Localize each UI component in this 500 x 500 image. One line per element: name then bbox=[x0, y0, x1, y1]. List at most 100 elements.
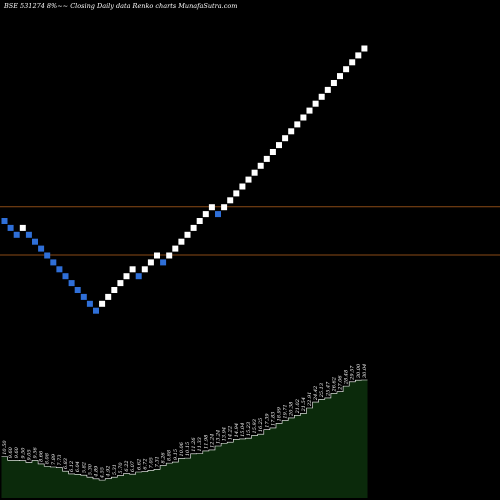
renko-brick-up bbox=[294, 121, 301, 128]
renko-brick-up bbox=[221, 204, 228, 211]
volume-label: 9.60 bbox=[14, 446, 20, 458]
volume-label: 13.94 bbox=[222, 427, 228, 441]
renko-brick-up bbox=[129, 266, 136, 273]
renko-brick-up bbox=[190, 224, 197, 231]
renko-brick-up bbox=[172, 245, 179, 252]
volume-area bbox=[1, 379, 368, 498]
volume-label: 8.26 bbox=[161, 452, 167, 464]
volume-label: 18.99 bbox=[277, 406, 283, 421]
volume-label: 9.15 bbox=[173, 449, 179, 460]
volume-label: 25.47 bbox=[325, 381, 331, 397]
renko-brick-up bbox=[300, 114, 307, 121]
volume-label: 8.66 bbox=[39, 450, 45, 462]
volume-label: 20.38 bbox=[289, 402, 295, 417]
renko-brick-up bbox=[324, 86, 331, 93]
renko-brick-down bbox=[56, 266, 63, 273]
renko-brick-down bbox=[93, 307, 99, 314]
volume-label: 27.06 bbox=[338, 375, 344, 391]
renko-brick-down bbox=[38, 245, 45, 252]
renko-brick-up bbox=[184, 231, 191, 238]
volume-label: 5.31 bbox=[112, 464, 118, 475]
renko-brick-up bbox=[117, 280, 124, 287]
volume-label: 28.48 bbox=[344, 370, 350, 385]
renko-brick-down bbox=[7, 224, 14, 231]
volume-label: 8.08 bbox=[45, 453, 51, 464]
volume-label: 6.04 bbox=[75, 461, 81, 472]
renko-brick-down bbox=[13, 231, 20, 238]
volume-label: 6.22 bbox=[124, 460, 130, 471]
volume-label: 10.06 bbox=[179, 441, 185, 456]
renko-brick-up bbox=[227, 197, 234, 204]
volume-label: 17.39 bbox=[264, 413, 270, 428]
volume-label: 9.50 bbox=[20, 447, 26, 459]
volume-label: 13.24 bbox=[216, 430, 222, 444]
renko-brick-up bbox=[257, 162, 264, 169]
renko-brick-up bbox=[330, 80, 337, 86]
volume-label: 30.04 bbox=[362, 364, 368, 378]
renko-brick-up bbox=[239, 183, 246, 190]
renko-brick-up bbox=[251, 169, 258, 176]
renko-brick-down bbox=[68, 280, 75, 287]
renko-brick-up bbox=[19, 224, 26, 231]
volume-label: 6.12 bbox=[69, 461, 75, 472]
renko-brick-up bbox=[343, 66, 350, 73]
volume-label: 6.83 bbox=[63, 458, 69, 469]
volume-label: 6.72 bbox=[142, 458, 148, 469]
volume-label: 24.42 bbox=[313, 386, 319, 401]
volume-label: 29.57 bbox=[350, 365, 356, 381]
volume-labels: 10.50 9.60 9.60 9.50 9.05 9.56 8.66 8.08 7.89 7.7… bbox=[2, 363, 368, 479]
renko-brick-up bbox=[263, 155, 270, 162]
volume-label: 9.05 bbox=[26, 449, 32, 460]
renko-brick-up bbox=[318, 93, 325, 100]
volume-label: 11.26 bbox=[191, 437, 197, 452]
renko-brick-up bbox=[349, 59, 356, 66]
volume-label: 25.13 bbox=[319, 383, 325, 398]
renko-brick-up bbox=[337, 73, 343, 80]
volume-label: 14.22 bbox=[228, 426, 234, 440]
volume-label: 12.24 bbox=[209, 434, 215, 448]
volume-label: 11.33 bbox=[197, 437, 203, 451]
renko-brick-down bbox=[25, 231, 32, 238]
volume-label: 4.89 bbox=[94, 465, 100, 478]
renko-brick-up bbox=[282, 135, 289, 142]
volume-label: 15.23 bbox=[246, 422, 252, 436]
renko-brick-up bbox=[141, 266, 148, 273]
renko-brick-down bbox=[50, 259, 57, 266]
volume-label: 7.05 bbox=[148, 457, 154, 468]
renko-brick-up bbox=[99, 300, 106, 307]
volume-line bbox=[1, 379, 368, 481]
volume-label: 9.60 bbox=[8, 446, 14, 458]
volume-label: 22.91 bbox=[307, 392, 313, 407]
renko-brick-down bbox=[135, 273, 142, 280]
volume-label: 11.98 bbox=[203, 435, 209, 449]
volume-label: 15.04 bbox=[240, 423, 246, 437]
volume-label: 7.89 bbox=[51, 453, 57, 465]
renko-brick-up bbox=[111, 287, 118, 293]
renko-brick-up bbox=[245, 176, 252, 183]
renko-brick-down bbox=[215, 211, 221, 218]
renko-brick-down bbox=[80, 293, 87, 300]
volume-label: 5.30 bbox=[87, 463, 93, 475]
volume-label: 16.25 bbox=[258, 418, 264, 432]
volume-label: 19.71 bbox=[283, 404, 289, 418]
volume-label: 10.50 bbox=[2, 440, 8, 455]
volume-label: 6.62 bbox=[136, 459, 142, 470]
renko-brick-up bbox=[147, 259, 154, 266]
renko-brick-up bbox=[355, 52, 362, 59]
volume-label: 4.92 bbox=[106, 466, 112, 478]
chart-title: BSE 531274 8%~~ Closing Daily data Renko… bbox=[3, 2, 237, 10]
renko-brick-down bbox=[44, 252, 51, 259]
renko-brick-up bbox=[361, 45, 368, 52]
volume-label: 21.54 bbox=[301, 397, 307, 412]
renko-brick-up bbox=[288, 128, 295, 135]
volume-label: 7.31 bbox=[155, 456, 161, 467]
volume-fill bbox=[1, 380, 368, 498]
volume-label: 17.83 bbox=[270, 412, 276, 426]
level-lines bbox=[0, 206, 500, 256]
volume-label: 10.15 bbox=[185, 442, 191, 456]
renko-brick-up bbox=[202, 211, 209, 218]
renko-brick-up bbox=[312, 100, 319, 107]
renko-brick-up bbox=[208, 204, 215, 211]
